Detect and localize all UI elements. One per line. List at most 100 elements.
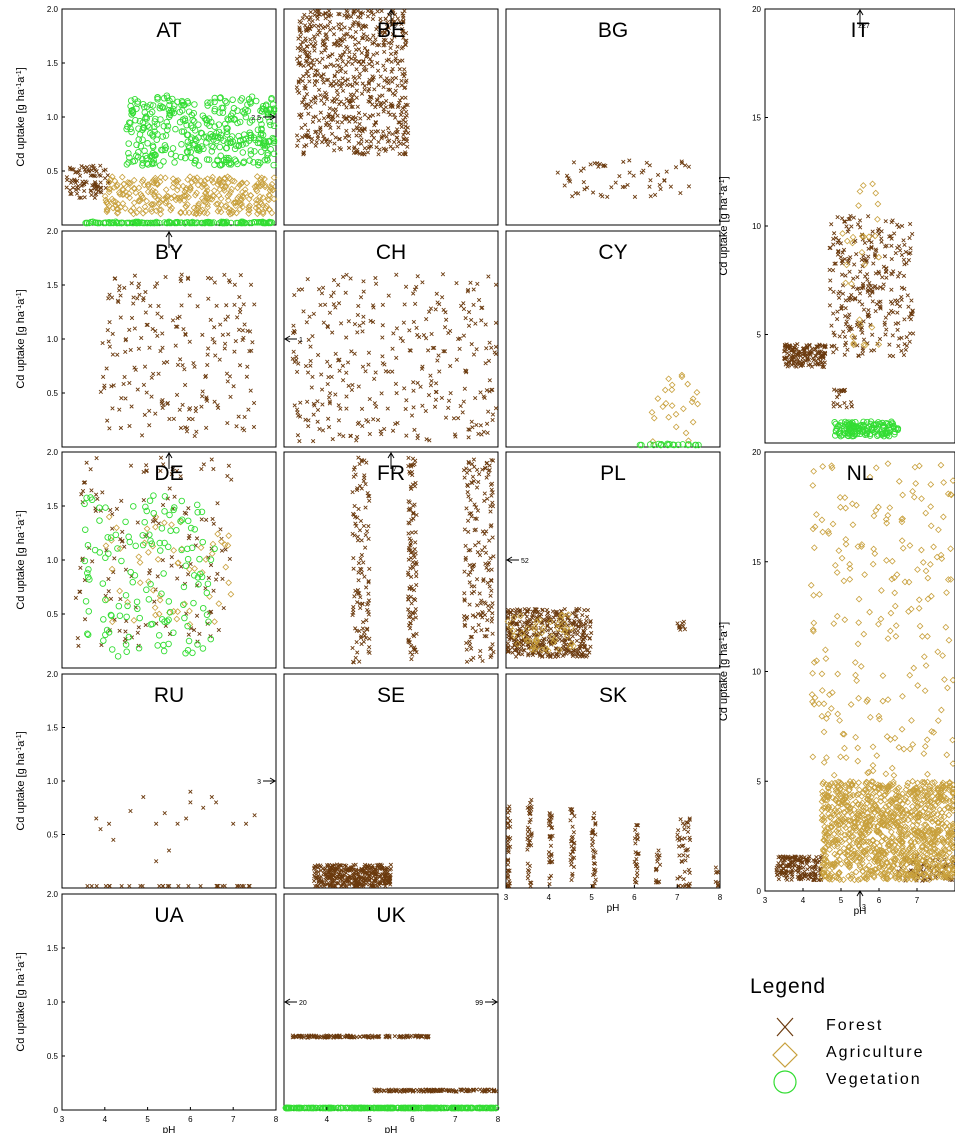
data-point-forest: [153, 328, 158, 334]
data-point-forest: [322, 48, 328, 53]
data-point-agriculture: [129, 204, 137, 212]
data-point-agriculture: [113, 183, 121, 190]
data-point-forest: [337, 136, 342, 142]
data-point-agriculture: [204, 201, 211, 208]
panel-se: SE: [283, 673, 499, 889]
data-point-forest: [344, 105, 349, 110]
data-point-agriculture: [114, 205, 122, 213]
data-point-vegetation: [210, 219, 217, 226]
data-point-forest: [357, 75, 362, 80]
data-point-forest: [348, 82, 353, 87]
data-point-agriculture: [106, 185, 114, 193]
data-point-agriculture: [133, 209, 141, 216]
data-point-forest: [305, 128, 311, 133]
data-point-agriculture: [179, 182, 187, 190]
data-point-forest: [673, 165, 679, 170]
data-point-forest: [171, 416, 176, 421]
data-point-agriculture: [156, 199, 163, 206]
data-point-forest: [338, 68, 343, 74]
data-point-agriculture: [204, 175, 211, 183]
data-point-forest: [493, 344, 499, 349]
data-point-vegetation: [217, 94, 224, 101]
data-point-forest: [362, 112, 367, 117]
data-point-vegetation: [246, 157, 253, 164]
data-point-agriculture: [188, 179, 196, 186]
data-point-forest: [345, 360, 351, 365]
data-point-forest: [350, 382, 355, 388]
data-point-forest: [129, 404, 134, 409]
data-point-forest: [222, 272, 227, 277]
data-point-agriculture: [268, 180, 276, 188]
data-point-forest: [353, 29, 358, 35]
data-point-forest: [466, 323, 472, 328]
data-point-agriculture: [206, 195, 214, 203]
data-point-forest: [373, 37, 378, 42]
panel-ch: CH1: [283, 230, 499, 448]
data-point-vegetation: [234, 160, 241, 168]
data-point-forest: [433, 397, 439, 402]
data-point-agriculture: [209, 192, 217, 199]
data-point-forest: [325, 142, 331, 148]
data-point-forest: [390, 66, 395, 72]
data-point-forest: [320, 428, 326, 433]
data-point-agriculture: [221, 183, 229, 191]
data-point-agriculture: [114, 200, 122, 208]
data-point-forest: [335, 119, 340, 125]
data-point-forest: [299, 112, 304, 117]
data-point-vegetation: [270, 122, 278, 130]
data-point-agriculture: [124, 185, 132, 193]
data-point-forest: [325, 325, 331, 330]
data-point-forest: [193, 406, 199, 411]
data-point-forest: [109, 384, 114, 389]
data-point-forest: [369, 144, 374, 149]
data-point-forest: [652, 192, 658, 197]
data-point-agriculture: [228, 177, 236, 185]
data-point-forest: [303, 122, 308, 127]
data-point-forest: [394, 21, 399, 26]
data-point-agriculture: [114, 181, 121, 189]
data-point-agriculture: [216, 175, 223, 183]
data-point-agriculture: [141, 203, 149, 211]
data-point-forest: [210, 336, 215, 342]
data-point-vegetation: [156, 104, 164, 112]
data-point-forest: [296, 287, 301, 292]
data-point-forest: [337, 102, 342, 107]
data-point-forest: [237, 294, 242, 300]
data-point-forest: [86, 169, 91, 174]
data-point-agriculture: [186, 183, 194, 191]
data-point-vegetation: [202, 116, 210, 124]
data-point-forest: [366, 99, 371, 104]
data-point-forest: [474, 422, 479, 428]
data-point-vegetation: [139, 136, 146, 144]
data-point-forest: [316, 12, 321, 17]
data-point-forest: [393, 56, 398, 61]
panel-title: BE: [377, 19, 405, 42]
data-point-vegetation: [261, 156, 269, 164]
data-point-forest: [344, 133, 350, 138]
data-point-forest: [311, 62, 317, 67]
data-point-agriculture: [193, 189, 200, 197]
data-point-forest: [101, 374, 106, 379]
offscale-arrow: 1: [165, 231, 175, 252]
data-point-forest: [82, 188, 87, 194]
panel-data: [555, 158, 692, 200]
data-point-forest: [319, 372, 324, 377]
data-point-agriculture: [202, 189, 210, 197]
data-point-forest: [343, 62, 349, 67]
data-point-forest: [381, 43, 386, 48]
data-point-forest: [304, 15, 310, 20]
data-point-vegetation: [126, 154, 133, 161]
data-point-forest: [93, 181, 98, 186]
data-point-forest: [381, 146, 386, 151]
data-point-forest: [372, 401, 377, 406]
arrow-label: 52: [521, 558, 529, 565]
data-point-agriculture: [187, 185, 194, 192]
data-point-vegetation: [171, 219, 179, 227]
data-point-forest: [302, 144, 307, 149]
data-point-forest: [344, 335, 349, 340]
data-point-forest: [346, 319, 351, 324]
data-point-forest: [469, 342, 474, 347]
data-point-forest: [403, 284, 409, 289]
data-point-vegetation: [195, 121, 202, 129]
data-point-forest: [181, 327, 186, 332]
